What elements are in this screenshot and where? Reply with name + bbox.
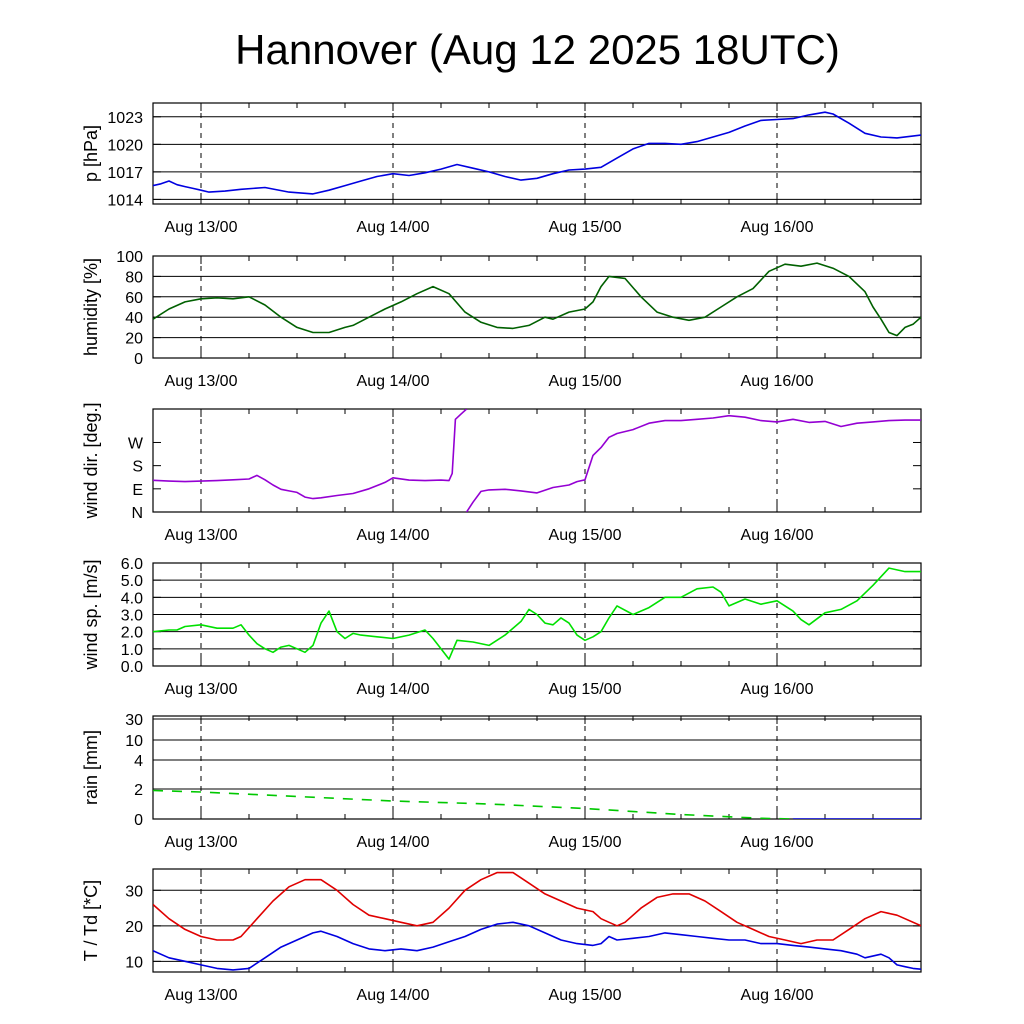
x-tick-label: Aug 14/00 — [357, 834, 430, 851]
y-tick-label: 5.0 — [121, 573, 143, 590]
y-axis-title: wind sp. [m/s] — [81, 559, 101, 670]
x-tick-label: Aug 15/00 — [549, 373, 622, 390]
x-tick-label: Aug 16/00 — [741, 219, 814, 236]
y-tick-label: 4 — [134, 753, 143, 770]
x-tick-label: Aug 16/00 — [741, 527, 814, 544]
panel-rain: 0 2 4 10 30 Aug 13/00 Aug 14/00 Aug 15/00 Aug 16… — [81, 712, 922, 851]
x-tick-label: Aug 13/00 — [165, 834, 238, 851]
x-tick-label: Aug 15/00 — [549, 527, 622, 544]
x-tick-label: Aug 15/00 — [549, 834, 622, 851]
y-tick-label: 80 — [125, 269, 143, 286]
y-tick-label: 0 — [134, 351, 143, 368]
y-tick-label: 40 — [125, 310, 143, 327]
x-tick-label: Aug 14/00 — [357, 987, 430, 1004]
x-tick-label: Aug 15/00 — [549, 219, 622, 236]
series-line-temperature — [153, 921, 921, 971]
x-tick-label: Aug 16/00 — [741, 373, 814, 390]
y-tick-label: 2.0 — [121, 625, 143, 642]
panel-wind_speed: 0.01.02.03.04.05.06.0 Aug 13/00 Aug 14/00 A… — [81, 556, 922, 698]
y-tick-label: 4.0 — [121, 590, 143, 607]
x-tick-label: Aug 13/00 — [165, 219, 238, 236]
x-tick-label: Aug 13/00 — [165, 987, 238, 1004]
y-tick-label: 1.0 — [121, 642, 143, 659]
x-tick-label: Aug 14/00 — [357, 219, 430, 236]
y-tick-label: 10 — [125, 733, 143, 750]
x-tick-label: Aug 16/00 — [741, 681, 814, 698]
y-tick-label: 10 — [125, 954, 143, 971]
series-line-wind_dir — [465, 414, 921, 512]
y-axis-title: rain [mm] — [81, 730, 101, 805]
y-axis-title: T / Td [*C] — [81, 880, 101, 961]
y-tick-label: 3.0 — [121, 608, 143, 625]
y-tick-label: 1014 — [107, 192, 143, 209]
y-tick-label: N — [131, 505, 143, 522]
y-tick-label: E — [132, 482, 143, 499]
x-tick-label: Aug 14/00 — [357, 681, 430, 698]
y-tick-label: 1017 — [107, 165, 143, 182]
x-tick-label: Aug 16/00 — [741, 987, 814, 1004]
y-tick-label: 30 — [125, 883, 143, 900]
y-tick-label: 20 — [125, 919, 143, 936]
panel-frame — [152, 408, 922, 513]
series-line-humidity — [153, 262, 921, 337]
y-tick-label: 100 — [116, 249, 143, 266]
x-tick-label: Aug 16/00 — [741, 834, 814, 851]
panel-humidity: 0 20 40 60 80 100 Aug 13/00 Aug 14/00 Aug 15/00 A… — [81, 249, 922, 390]
series-line-wind_dir — [153, 409, 468, 500]
y-tick-label: 1020 — [107, 137, 143, 154]
y-tick-label: 6.0 — [121, 556, 143, 573]
x-tick-label: Aug 13/00 — [165, 373, 238, 390]
y-tick-label: 2 — [134, 782, 143, 799]
y-tick-label: 0.0 — [121, 659, 143, 676]
panel-temperature: 10 20 30 Aug 13/00 Aug 14/00 Aug 15/00 Aug 16/… — [81, 868, 922, 1004]
series-line-temperature — [153, 871, 921, 945]
x-tick-label: Aug 15/00 — [549, 987, 622, 1004]
page-title: Hannover (Aug 12 2025 18UTC) — [235, 26, 840, 73]
y-tick-label: 60 — [125, 290, 143, 307]
y-tick-label: 30 — [125, 712, 143, 729]
y-tick-label: 1023 — [107, 110, 143, 127]
y-tick-label: S — [132, 459, 143, 476]
x-tick-label: Aug 14/00 — [357, 527, 430, 544]
panel-pressure: 1014 1017 1020 1023 Aug 13/00 Aug 14/00 Aug 15… — [81, 102, 922, 236]
x-tick-label: Aug 13/00 — [165, 681, 238, 698]
series-line-pressure — [153, 111, 921, 195]
y-axis-title: humidity [%] — [81, 258, 101, 356]
x-tick-label: Aug 13/00 — [165, 527, 238, 544]
series-line-rain — [153, 789, 794, 819]
x-tick-label: Aug 15/00 — [549, 681, 622, 698]
y-tick-label: 0 — [134, 812, 143, 829]
y-tick-label: 20 — [125, 331, 143, 348]
y-tick-label: W — [128, 435, 144, 452]
y-axis-title: p [hPa] — [81, 125, 101, 182]
series-line-wind_speed — [153, 567, 921, 660]
y-axis-title: wind dir. [deg.] — [81, 402, 101, 519]
x-tick-label: Aug 14/00 — [357, 373, 430, 390]
panel-frame — [152, 715, 922, 820]
